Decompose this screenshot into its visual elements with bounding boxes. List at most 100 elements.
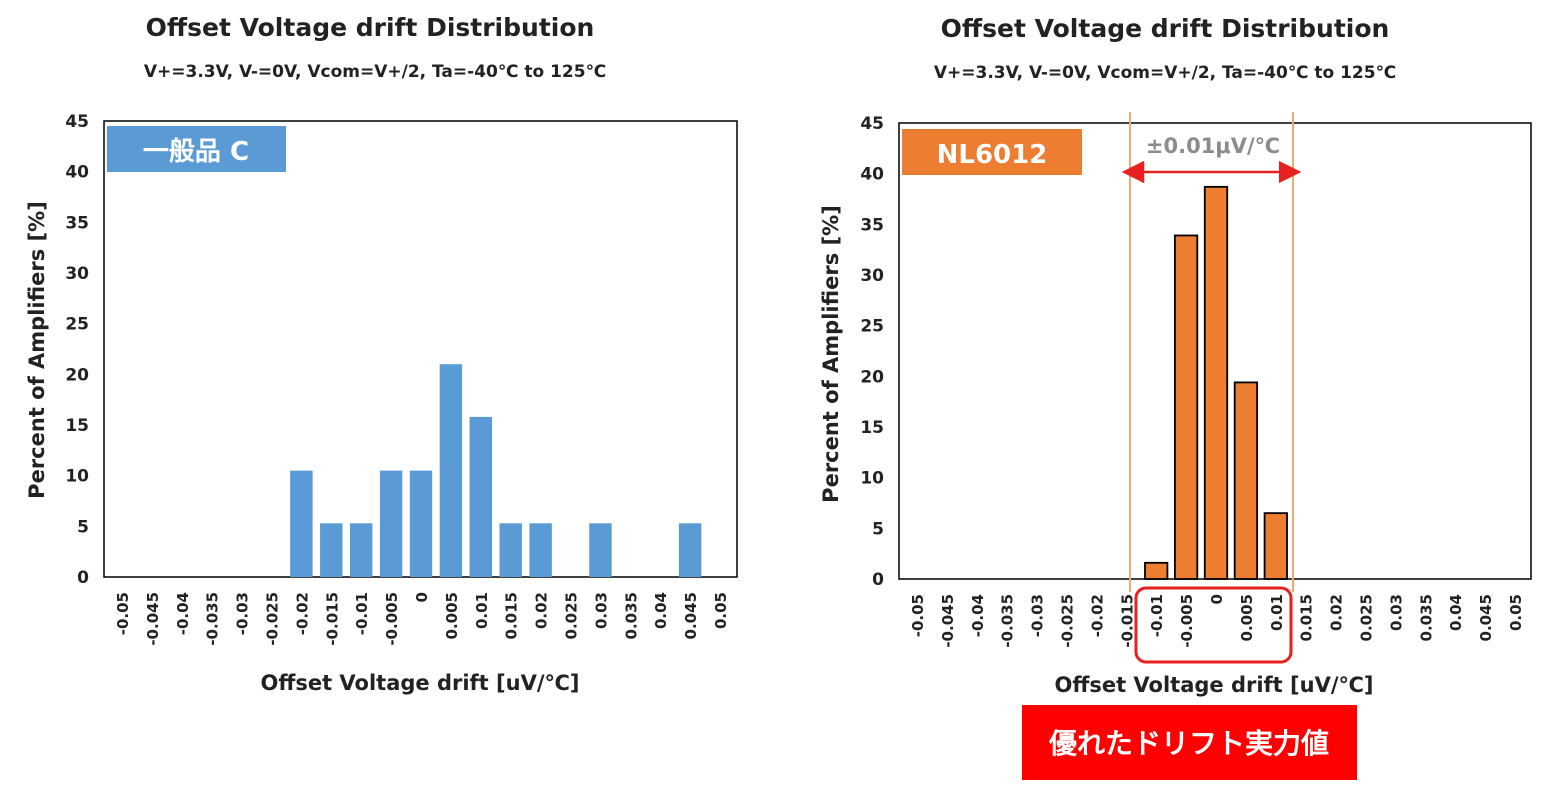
y-tick-label: 5 xyxy=(77,517,89,537)
x-tick-label: 0.05 xyxy=(712,592,730,629)
y-tick-label: 40 xyxy=(65,163,89,183)
series-label-box xyxy=(902,129,1082,175)
x-tick-label: 0.05 xyxy=(1507,594,1525,631)
x-tick-label: 0.015 xyxy=(1298,594,1316,641)
x-tick-label: 0.045 xyxy=(682,592,700,639)
x-tick-label: -0.025 xyxy=(263,592,281,646)
bar-0.03 xyxy=(589,523,612,577)
series-label: 一般品 C xyxy=(143,137,249,167)
x-tick-label: 0.035 xyxy=(622,592,640,639)
bar--0.005 xyxy=(379,470,403,577)
x-tick-labels: -0.05 -0.045 -0.04 -0.035 -0.03 -0.025 -0.02 -0… xyxy=(909,594,1525,648)
bars xyxy=(290,364,702,577)
chart-subtitle: V+=3.3V, V-=0V, Vcom=V+/2, Ta=-40℃ to 12… xyxy=(934,63,1396,83)
y-tick-label: 25 xyxy=(65,315,89,335)
x-tick-label: -0.02 xyxy=(1088,594,1106,637)
x-tick-label: 0.02 xyxy=(533,592,551,629)
bar-0.045 xyxy=(678,523,702,577)
x-tick-label: -0.005 xyxy=(1178,594,1196,648)
x-tick-label: 0.01 xyxy=(1268,594,1286,631)
bar--0.01 xyxy=(349,523,373,577)
x-tick-label: 0.005 xyxy=(1238,594,1256,641)
bar-0.015 xyxy=(499,523,522,577)
x-tick-label: 0.04 xyxy=(1447,594,1465,631)
x-tick-label: -0.04 xyxy=(174,592,192,635)
x-tick-label: 0.03 xyxy=(592,592,610,629)
y-tick-label: 15 xyxy=(860,418,884,438)
x-tick-label: 0.005 xyxy=(443,592,461,639)
bar--0.01 xyxy=(1144,561,1169,580)
x-tick-label: -0.025 xyxy=(1058,594,1076,648)
highlight-box xyxy=(1134,586,1293,664)
x-axis-label: Offset Voltage drift [uV/℃] xyxy=(260,671,579,695)
series-label: NL6012 xyxy=(937,140,1048,170)
x-tick-label: -0.01 xyxy=(353,592,371,635)
x-tick-labels: -0.05 -0.045 -0.04 -0.035 -0.03 -0.025 -0.02 -0… xyxy=(114,592,730,646)
bar--0.015 xyxy=(320,523,343,577)
x-tick-label: -0.05 xyxy=(114,592,132,635)
bar-0.02 xyxy=(529,523,552,577)
y-tick-label: 0 xyxy=(872,570,884,590)
bar--0.02 xyxy=(290,470,313,577)
x-tick-label: -0.01 xyxy=(1148,594,1166,637)
y-axis-label: Percent of Amplifiers [%] xyxy=(25,201,49,499)
chart-title: Offset Voltage drift Distribution xyxy=(941,14,1390,43)
x-tick-label: 0.025 xyxy=(1358,594,1376,641)
x-tick-label: 0.025 xyxy=(563,592,581,639)
y-tick-label: 45 xyxy=(860,114,884,134)
x-tick-label: -0.02 xyxy=(293,592,311,635)
chart-left: Offset Voltage drift Distribution V+=3.3… xyxy=(25,13,738,695)
x-tick-label: -0.035 xyxy=(204,592,222,646)
y-tick-label: 15 xyxy=(65,416,89,436)
x-tick-label: 0 xyxy=(1208,594,1226,604)
x-tick-label: -0.045 xyxy=(939,594,957,648)
x-axis-label: Offset Voltage drift [uV/℃] xyxy=(1054,673,1373,697)
chart-title: Offset Voltage drift Distribution xyxy=(146,13,595,42)
x-tick-label: -0.015 xyxy=(323,592,341,646)
range-annotation: ±0.01μV/℃ xyxy=(1146,134,1280,158)
y-tick-labels: 0 5 10 15 20 25 30 35 40 45 xyxy=(65,112,89,588)
y-tick-label: 25 xyxy=(860,317,884,337)
y-tick-label: 10 xyxy=(65,467,89,487)
bars xyxy=(1144,185,1288,580)
x-tick-label: 0.03 xyxy=(1387,594,1405,631)
x-tick-label: -0.045 xyxy=(144,592,162,646)
y-tick-labels: 0 5 10 15 20 25 30 35 40 45 xyxy=(860,114,884,590)
y-tick-label: 5 xyxy=(872,519,884,539)
x-tick-label: 0.04 xyxy=(652,592,670,629)
y-tick-label: 35 xyxy=(860,215,884,235)
y-tick-label: 30 xyxy=(860,266,884,286)
x-tick-label: 0.045 xyxy=(1477,594,1495,641)
x-tick-label: -0.015 xyxy=(1118,594,1136,648)
x-tick-label: 0 xyxy=(413,592,431,602)
bar-0.005 xyxy=(1233,381,1259,580)
y-tick-label: 35 xyxy=(65,213,89,233)
x-tick-label: 0.015 xyxy=(503,592,521,639)
bar-0 xyxy=(409,470,433,577)
y-tick-label: 45 xyxy=(65,112,89,132)
y-axis-label: Percent of Amplifiers [%] xyxy=(819,205,843,503)
x-tick-label: -0.03 xyxy=(234,592,252,635)
x-tick-label: -0.03 xyxy=(1029,594,1047,637)
y-tick-label: 30 xyxy=(65,264,89,284)
x-tick-label: 0.02 xyxy=(1328,594,1346,631)
y-tick-label: 40 xyxy=(860,165,884,185)
x-tick-label: -0.05 xyxy=(909,594,927,637)
y-tick-label: 20 xyxy=(860,367,884,387)
bar-0.01 xyxy=(469,416,493,577)
chart-subtitle: V+=3.3V, V-=0V, Vcom=V+/2, Ta=-40℃ to 12… xyxy=(144,62,606,82)
y-tick-label: 0 xyxy=(77,568,89,588)
bar-0.005 xyxy=(439,364,463,577)
y-tick-label: 10 xyxy=(860,469,884,489)
bar-0.01 xyxy=(1263,512,1288,580)
chart-right: Offset Voltage drift Distribution V+=3.3… xyxy=(819,14,1532,780)
bar-0 xyxy=(1203,185,1229,580)
x-tick-label: -0.005 xyxy=(383,592,401,646)
x-tick-label: -0.04 xyxy=(969,594,987,637)
x-tick-label: 0.035 xyxy=(1417,594,1435,641)
x-tick-label: 0.01 xyxy=(473,592,491,629)
series-label-box xyxy=(107,126,286,172)
callout-text: 優れたドリフト実力値 xyxy=(1048,727,1329,760)
x-tick-label: -0.035 xyxy=(999,594,1017,648)
